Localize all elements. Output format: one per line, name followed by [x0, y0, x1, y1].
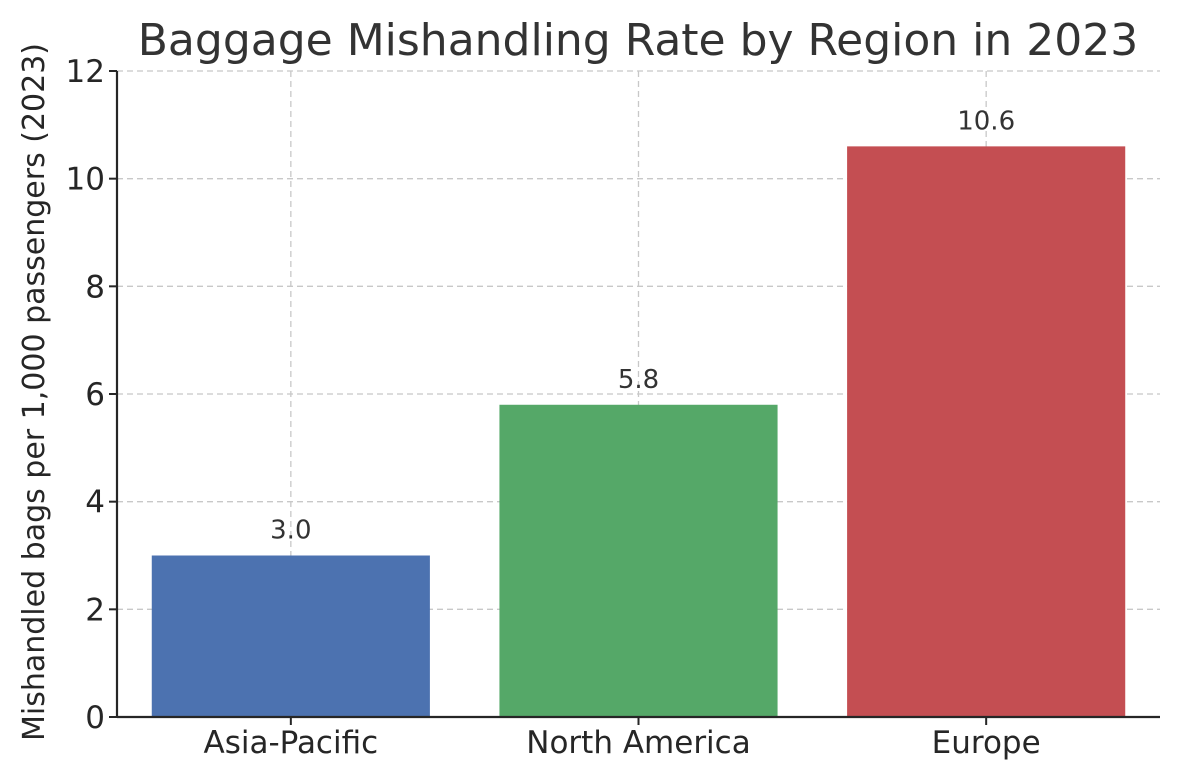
x-tick-label: Europe — [932, 725, 1041, 761]
y-tick-label: 2 — [85, 592, 105, 628]
y-tick-label: 12 — [66, 54, 105, 90]
y-tick-label: 4 — [85, 485, 105, 521]
axes: 0 2 4 6 8 10 12 Asia-Pacific North America Europe — [66, 54, 1160, 761]
y-tick-label: 8 — [85, 269, 105, 305]
bar-north-america — [499, 404, 778, 717]
data-label: 5.8 — [618, 365, 659, 395]
data-label: 3.0 — [270, 516, 311, 546]
bar-europe — [847, 146, 1126, 717]
y-tick-label: 6 — [85, 377, 105, 413]
y-tick-label: 0 — [85, 700, 105, 736]
x-tick-label: North America — [526, 725, 750, 761]
chart-title: Baggage Mishandling Rate by Region in 20… — [138, 15, 1139, 66]
y-axis-label: Mishandled bags per 1,000 passengers (20… — [17, 43, 52, 741]
bar-asia-pacific — [151, 555, 430, 717]
data-label: 10.6 — [957, 106, 1015, 136]
bars — [151, 146, 1126, 717]
x-tick-label: Asia-Pacific — [203, 725, 378, 761]
data-labels: 3.0 5.8 10.6 — [270, 106, 1015, 545]
y-tick-label: 10 — [66, 162, 105, 198]
